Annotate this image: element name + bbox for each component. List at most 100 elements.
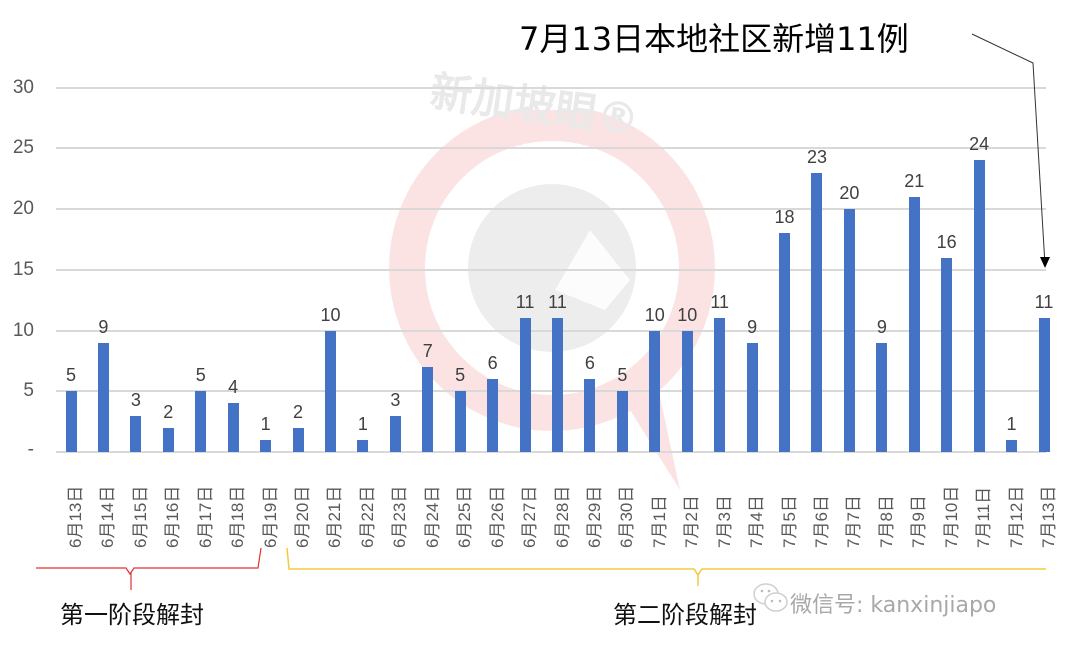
data-label: 2 xyxy=(163,401,174,422)
x-tick-label: 6月23日 xyxy=(390,485,410,548)
x-tick-label: 6月30日 xyxy=(617,485,637,548)
x-tick-label: 6月17日 xyxy=(195,485,215,548)
phase-brackets xyxy=(36,548,1046,590)
data-label: 11 xyxy=(1034,292,1054,313)
data-label: 7 xyxy=(422,340,433,361)
gridline xyxy=(56,390,1046,393)
data-label: 11 xyxy=(515,292,535,313)
bar xyxy=(422,366,434,452)
x-tick-label: 7月11日 xyxy=(974,486,994,548)
data-label: 16 xyxy=(936,231,957,252)
bar xyxy=(746,342,758,452)
chart-title-annotation: 7月13日本地社区新增11例 xyxy=(519,20,909,58)
bar xyxy=(65,391,77,452)
x-tick-label: 6月27日 xyxy=(520,485,540,548)
bar xyxy=(130,415,142,452)
y-tick-label: 25 xyxy=(12,137,34,159)
x-tick-label: 7月6日 xyxy=(811,495,831,548)
x-tick-label: 6月29日 xyxy=(584,485,604,548)
x-tick-label: 7月13日 xyxy=(1039,485,1058,548)
data-label: 10 xyxy=(644,304,665,325)
annotation-arrow-icon xyxy=(971,33,1050,268)
bar xyxy=(227,403,239,452)
x-tick-label: 6月18日 xyxy=(228,485,248,548)
bar xyxy=(454,391,466,452)
data-label: 5 xyxy=(195,365,206,386)
gridline xyxy=(56,268,1046,271)
bar xyxy=(811,172,823,452)
bar xyxy=(616,391,628,452)
data-label: 2 xyxy=(293,401,304,422)
data-label: 9 xyxy=(747,316,758,337)
data-label: 1 xyxy=(357,413,368,434)
data-label: 6 xyxy=(584,353,595,374)
data-label: 1 xyxy=(260,413,271,434)
bar xyxy=(714,318,726,452)
phase2-label: 第二阶段解封 xyxy=(613,601,757,629)
bar xyxy=(973,160,985,452)
data-label: 5 xyxy=(617,365,628,386)
data-label: 3 xyxy=(390,389,401,410)
x-tick-label: 6月19日 xyxy=(260,485,280,548)
data-label: 5 xyxy=(65,365,76,386)
x-tick-label: 6月14日 xyxy=(98,485,118,548)
data-label: 10 xyxy=(320,304,341,325)
bar xyxy=(519,318,531,452)
bar xyxy=(1038,318,1050,452)
bar xyxy=(941,257,953,452)
x-tick-label: 7月4日 xyxy=(747,495,767,548)
gridline xyxy=(56,329,1046,332)
bar xyxy=(584,379,596,452)
gridline xyxy=(56,147,1046,150)
data-label: 1 xyxy=(1006,413,1017,434)
gridline xyxy=(56,86,1046,89)
data-label: 10 xyxy=(677,304,698,325)
gridline xyxy=(56,208,1046,210)
data-label: 11 xyxy=(710,292,729,313)
y-tick-label: 15 xyxy=(12,258,34,280)
data-label: 5 xyxy=(455,365,466,386)
x-tick-label: 7月12日 xyxy=(1006,485,1026,548)
x-tick-label: 6月21日 xyxy=(325,485,345,548)
bar xyxy=(1006,439,1018,452)
bar xyxy=(487,379,499,452)
data-label: 20 xyxy=(839,183,860,203)
bar xyxy=(97,342,109,452)
y-tick-label: 20 xyxy=(12,198,34,219)
data-label: 18 xyxy=(774,207,795,228)
bar xyxy=(357,439,369,452)
data-label: 6 xyxy=(487,353,498,374)
x-tick-label: 6月28日 xyxy=(552,485,572,548)
wechat-id-watermark: 微信号: kanxinjiapo xyxy=(790,593,997,618)
x-tick-label: 7月1日 xyxy=(649,495,669,548)
x-tick-label: 6月24日 xyxy=(422,485,442,548)
x-tick-label: 7月5日 xyxy=(779,495,799,548)
bar xyxy=(162,427,174,452)
x-tick-label: 7月7日 xyxy=(844,495,864,548)
wechat-icon xyxy=(753,583,788,612)
x-tick-label: 7月10日 xyxy=(941,485,961,548)
data-label: 9 xyxy=(876,316,887,337)
bar xyxy=(195,391,207,452)
data-label: 11 xyxy=(548,292,567,313)
y-tick-label: 5 xyxy=(23,380,34,402)
y-tick-label: - xyxy=(27,439,34,460)
x-tick-label: 6月26日 xyxy=(487,485,507,548)
phase1-label: 第一阶段解封 xyxy=(60,601,204,629)
x-tick-label: 6月13日 xyxy=(66,485,85,548)
x-tick-label: 7月8日 xyxy=(876,495,896,548)
x-tick-label: 7月3日 xyxy=(714,495,734,548)
data-label: 9 xyxy=(98,316,109,337)
bar xyxy=(876,342,888,452)
x-tick-label: 6月15日 xyxy=(130,485,150,548)
x-tick-label: 6月25日 xyxy=(455,485,475,548)
bar xyxy=(649,330,661,452)
x-tick-label: 6月22日 xyxy=(357,485,377,548)
bar xyxy=(324,330,336,452)
x-tick-label: 6月20日 xyxy=(293,485,313,548)
phase2-bracket xyxy=(286,548,1046,577)
y-tick-label: 10 xyxy=(12,319,34,341)
gridline xyxy=(56,451,1046,453)
x-tick-label: 7月2日 xyxy=(682,495,702,548)
data-label: 4 xyxy=(228,377,239,398)
